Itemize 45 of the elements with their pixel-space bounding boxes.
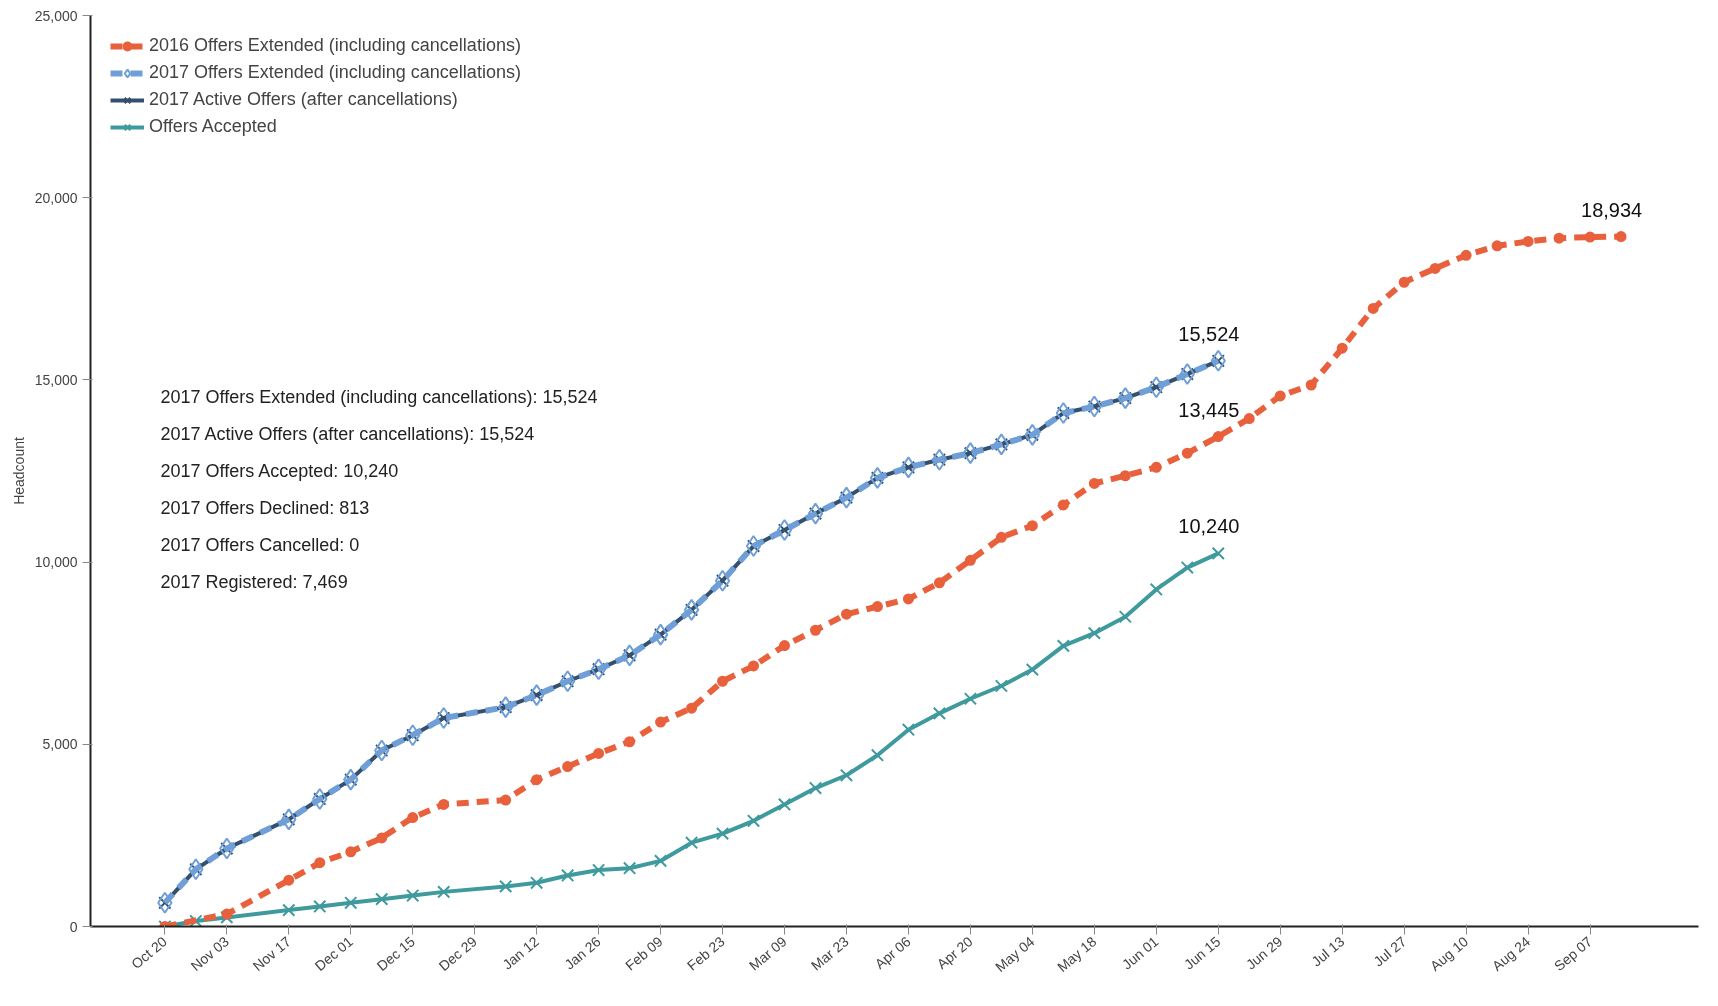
x-tick-label: Nov 03 [187, 933, 233, 975]
legend-label: Offers Accepted [149, 116, 277, 137]
x-tick-label: Apr 06 [871, 933, 914, 973]
x-tick-label: Feb 23 [684, 933, 728, 974]
x-tick-label: May 18 [1054, 933, 1100, 976]
x-tick-label: Jun 01 [1118, 933, 1162, 973]
data-label: 13,445 [1178, 398, 1240, 421]
annotation: 2017 Active Offers (after cancellations): 15,524 [160, 423, 535, 444]
x-tick-label: Jan 12 [499, 933, 542, 973]
annotation: 2017 Offers Accepted: 10,240 [160, 460, 399, 481]
x-tick-label: Jun 15 [1180, 933, 1224, 973]
x-tick-label: Jan 26 [561, 933, 604, 973]
y-axis-title: Headcount [10, 437, 27, 505]
legend-label: 2017 Active Offers (after cancellations) [149, 89, 458, 110]
x-tick-label: Feb 09 [622, 933, 666, 974]
y-tick-label: 20,000 [34, 189, 78, 206]
annotation: 2017 Offers Extended (including cancellations): 15,524 [160, 386, 598, 407]
y-tick-label: 5,000 [42, 736, 78, 753]
x-tick-label: Jun 29 [1242, 933, 1286, 973]
x-tick-label: Jul 13 [1308, 933, 1348, 970]
x-tick-label: Mar 23 [807, 933, 852, 974]
x-tick-label: Apr 20 [933, 933, 976, 973]
y-tick-label: 10,000 [34, 554, 78, 571]
y-tick-label: 15,000 [34, 371, 78, 388]
x-tick-label: Jul 27 [1370, 933, 1410, 970]
x-tick-label: May 04 [992, 933, 1038, 976]
y-tick-label: 25,000 [34, 7, 78, 24]
x-tick-label: Aug 10 [1427, 933, 1472, 975]
annotation: 2017 Offers Cancelled: 0 [160, 534, 360, 555]
x-tick-label: Dec 15 [373, 933, 419, 975]
x-tick-label: Oct 20 [128, 933, 171, 973]
data-label: 10,240 [1178, 515, 1240, 538]
x-tick-label: Nov 17 [249, 933, 295, 975]
y-tick-label: 0 [69, 918, 78, 935]
x-tick-label: Dec 29 [435, 933, 480, 975]
data-label: 18,934 [1581, 198, 1643, 221]
legend-label: 2016 Offers Extended (including cancellations) [149, 35, 521, 56]
data-label: 15,524 [1178, 322, 1240, 345]
annotation: 2017 Offers Declined: 813 [160, 497, 370, 518]
annotation: 2017 Registered: 7,469 [160, 571, 348, 592]
x-tick-label: Sep 07 [1550, 933, 1596, 975]
legend-label: 2017 Offers Extended (including cancellations) [149, 62, 521, 83]
x-tick-label: Dec 01 [311, 933, 357, 975]
x-tick-label: Mar 09 [745, 933, 790, 974]
x-tick-label: Aug 24 [1488, 933, 1534, 975]
